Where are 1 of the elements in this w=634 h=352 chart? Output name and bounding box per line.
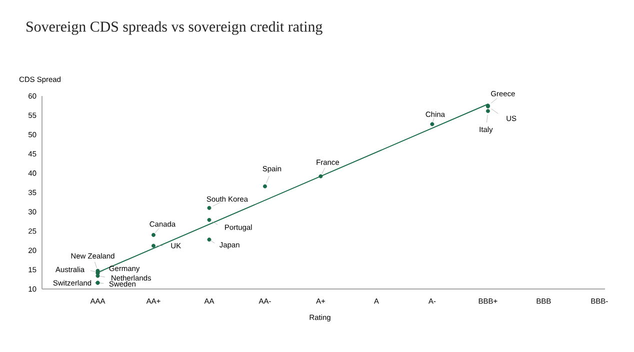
chart-title: Sovereign CDS spreads vs sovereign credit rating	[26, 21, 322, 35]
